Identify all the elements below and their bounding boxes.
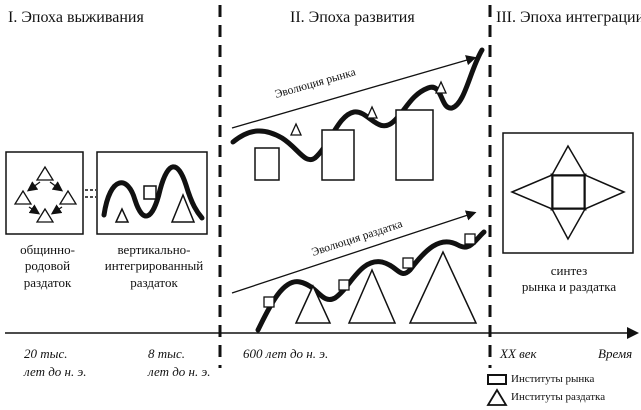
vertical-wave [101, 164, 205, 221]
redistribution-trend-arrow [231, 210, 477, 294]
communal-caption: общинно- родовой раздаток [20, 242, 75, 290]
redistribution-triangle-2 [347, 268, 397, 324]
market-rect-1 [254, 147, 280, 181]
market-rect-2 [321, 129, 355, 181]
vertical-market-square [143, 185, 157, 200]
redistribution-triangle-3 [408, 250, 478, 324]
era-2-title: II. Эпоха развития [290, 9, 415, 26]
vertical-triangle-large [170, 193, 196, 223]
tick-20k-bc: 20 тыс. лет до н. э. [24, 346, 87, 379]
synthesis-box [502, 132, 634, 254]
synthesis-caption: синтез рынка и раздатка [521, 263, 617, 295]
tick-600-bc: 600 лет до н. э. [243, 346, 329, 361]
vertical-triangle-small [114, 207, 130, 223]
era-1-title: I. Эпоха выживания [8, 9, 144, 26]
market-rect-3 [395, 109, 434, 181]
legend-redistribution-icon [486, 388, 508, 406]
legend-market-label: Институты рынка [511, 373, 595, 385]
synthesis-center-square [550, 173, 587, 211]
market-wave [230, 47, 485, 163]
synthesis-triangle-bottom [550, 208, 587, 241]
vertical-caption: вертикально- интегрированный раздаток [104, 242, 204, 290]
redistribution-square-4 [464, 233, 476, 245]
legend-market-icon [487, 374, 507, 385]
communal-redistribution-box [5, 151, 84, 235]
stage-connector [85, 189, 96, 198]
time-axis-label: Время [598, 346, 633, 361]
tick-8k-bc: 8 тыс. лет до н. э. [148, 346, 211, 379]
communal-triangle-top [35, 165, 55, 181]
market-evolution [230, 47, 485, 181]
vertical-redistribution-box [96, 151, 208, 235]
communal-triangle-left [13, 189, 33, 205]
era-3-title: III. Эпоха интеграции [496, 9, 641, 26]
redistribution-evolution [231, 210, 487, 333]
redistribution-evolution-label: Эволюция раздатка [310, 218, 404, 259]
communal-triangle-right [58, 189, 78, 205]
legend [486, 374, 508, 406]
synthesis-triangle-top [550, 144, 587, 176]
market-trend-arrow [231, 55, 477, 129]
market-triangle-2 [365, 105, 379, 119]
redistribution-triangle-1 [294, 284, 332, 324]
market-triangle-1 [289, 122, 303, 136]
legend-redistribution-label: Институты раздатка [511, 391, 606, 403]
redistribution-wave [255, 229, 487, 333]
redistribution-square-2 [338, 279, 350, 291]
market-triangle-3 [434, 80, 448, 94]
redistribution-square-3 [402, 257, 414, 269]
synthesis-triangle-left [510, 173, 553, 211]
tick-20th-century: XX век [500, 346, 537, 361]
synthesis-triangle-right [584, 173, 626, 211]
communal-triangle-bottom [35, 207, 55, 223]
redistribution-square-1 [263, 296, 275, 308]
